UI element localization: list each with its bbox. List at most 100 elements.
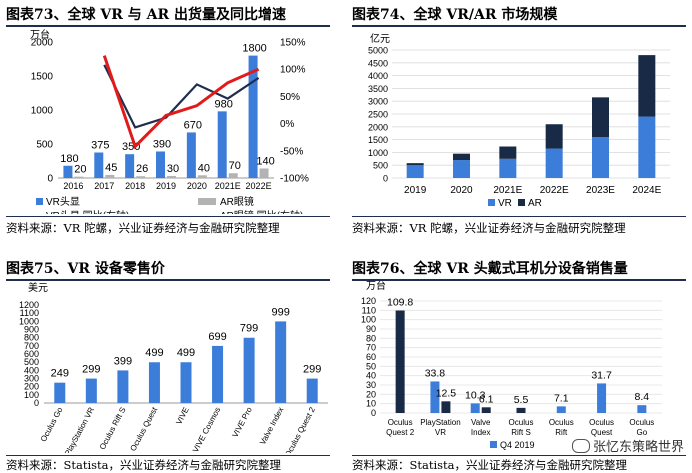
vr-bar-label: 180 (60, 153, 78, 165)
ar-bar-label: 70 (229, 160, 241, 172)
chart75-source-rule (6, 455, 330, 456)
y-tick-label: 2000 (31, 38, 54, 49)
ar-bar-label: 140 (256, 155, 274, 167)
x-tick-label-line1: PlayStation (420, 418, 460, 427)
x-tick-label: 2023E (586, 185, 615, 196)
ar-bar (592, 97, 609, 138)
price-bar (117, 370, 129, 403)
second-series-bar (441, 401, 451, 413)
wechat-icon (571, 439, 590, 453)
y-tick-label: 1200 (19, 300, 39, 310)
vr-bar (125, 154, 135, 178)
legend-vr-yoy-label: VR头显 同比(右轴) (46, 209, 129, 214)
legend-q4-2019-swatch (490, 441, 497, 448)
y-tick-label: 2000 (368, 122, 388, 132)
y-tick-label: 20 (366, 389, 376, 399)
y-tick-label: 30 (366, 380, 376, 390)
y-tick-label: 50 (366, 361, 376, 371)
ar-bar (453, 153, 470, 161)
ar-bar (105, 174, 115, 178)
ar-bar (545, 124, 563, 149)
y-tick-label: 100 (24, 390, 39, 400)
x-tick-label: VIVE Cosmos (191, 406, 222, 453)
second-series-bar-label: 6.1 (479, 393, 494, 405)
x-tick-label-line1: Oculus (589, 418, 614, 427)
price-bar-label: 799 (240, 323, 258, 335)
chart75-source: 资料来源：Statista，兴业证券经济与金融研究院整理 (6, 458, 282, 472)
vr-bar (94, 152, 104, 178)
legend-ar-label: AR眼镜 (220, 195, 254, 208)
price-bar-label: 399 (114, 355, 132, 367)
q4-2019-bar-label: 31.7 (591, 369, 612, 381)
ar-bar-label: 26 (136, 163, 148, 175)
y-tick-label: 300 (24, 374, 39, 384)
vr-bar (248, 55, 258, 178)
vr-bar-label: 390 (153, 138, 171, 150)
y2-tick-label: 100% (280, 65, 306, 76)
q4-2019-bar-label: 10.3 (465, 389, 486, 401)
chart75-title-rule (6, 279, 330, 281)
x-tick-label: 2016 (63, 181, 83, 191)
y-tick-label: 600 (24, 349, 39, 359)
ar-bar (197, 175, 207, 178)
y-tick-label: 1500 (31, 72, 54, 83)
watermark-text: 张忆东策略世界 (592, 440, 684, 455)
legend-ar-swatch (518, 199, 525, 206)
x-tick-label: 2022E (540, 185, 569, 196)
x-tick-label: Oculus Quest (129, 405, 160, 453)
x-tick-label-line2: Go (637, 428, 648, 437)
ar-bar (259, 168, 269, 178)
vr-bar (545, 148, 563, 178)
x-tick-label: VIVE Pro (230, 405, 254, 439)
y-tick-label: 800 (24, 333, 39, 343)
ar-bar (499, 146, 517, 159)
q4-2019-bar-label: 33.8 (425, 367, 446, 379)
ar-bar (74, 176, 84, 178)
y2-tick-label: -100% (280, 174, 309, 185)
chart76-source: 资料来源：Statista，兴业证券经济与金融研究院整理 (352, 458, 628, 472)
y-axis-label: 亿元 (370, 32, 390, 45)
x-tick-label-line1: Oculus (549, 418, 574, 427)
y-tick-label: 500 (24, 357, 39, 367)
y-tick-label: 900 (24, 325, 39, 335)
q4-2019-bar (597, 383, 607, 413)
vr-bar (638, 116, 656, 178)
price-bar-label: 299 (82, 364, 100, 376)
y-tick-label: 10 (366, 399, 376, 409)
ar-bar (638, 55, 656, 117)
x-tick-label: 2021E (493, 185, 522, 196)
ar-bar-label: 30 (167, 163, 179, 175)
second-series-bar (516, 407, 526, 413)
y2-tick-label: 150% (280, 38, 306, 49)
y-tick-label: 500 (373, 161, 388, 171)
y-tick-label: 5000 (368, 46, 388, 56)
q4-2019-bar (556, 406, 566, 413)
y-tick-label: 400 (24, 365, 39, 375)
vr-yoy-line (103, 64, 260, 129)
vr-bar-label: 375 (91, 140, 109, 152)
y-tick-label: 100 (361, 315, 376, 325)
x-tick-label: 2019 (404, 185, 427, 196)
chart74-title: 图表74、全球 VR/AR 市场规模 (352, 7, 558, 23)
price-bar-label: 699 (208, 331, 226, 343)
chart74-plot: 亿元 0 500 1000 1500 2000 2500 3000 3500 4000 4500 50… (368, 32, 670, 209)
chart76-title-rule (352, 279, 686, 281)
chart76-source-rule (352, 455, 686, 456)
y-tick-label: 700 (24, 341, 39, 351)
q4-2019-bar-label: 7.1 (554, 392, 569, 404)
chart74-source-rule (352, 216, 686, 217)
second-series-bar (395, 310, 405, 413)
watermark: 张忆东策略世界 (571, 436, 684, 455)
price-bar-label: 249 (51, 368, 69, 380)
x-tick-label: Oculus Quest 2 (283, 405, 317, 453)
q4-2019-bar (637, 405, 647, 413)
price-bar (85, 378, 97, 403)
x-tick-label-line1: Oculus (509, 418, 534, 427)
y-tick-label: 4500 (368, 58, 388, 68)
vr-bar (499, 158, 517, 178)
y-tick-label: 3500 (368, 84, 388, 94)
ar-bar (228, 173, 238, 178)
legend-q4-2019-label: Q4 2019 (500, 440, 535, 450)
y2-tick-label: 0% (280, 119, 295, 130)
